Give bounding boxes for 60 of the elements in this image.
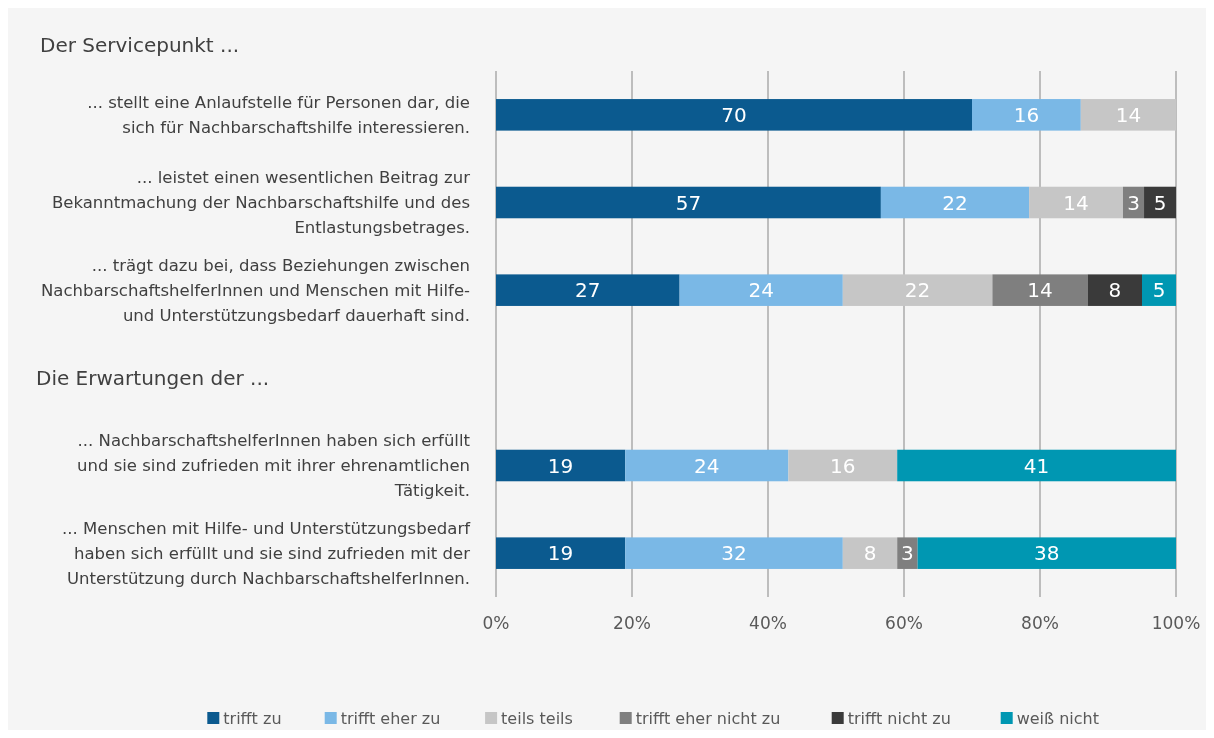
x-tick-label: 0% [482, 612, 510, 633]
y-tick-label: ... NachbarschaftshelferInnen haben sich erfüllt und sie sind zufrieden mit ihrer ehrenamtlichen Tätigkeit. [77, 431, 471, 501]
data-label: 19 [547, 541, 574, 566]
bar [625, 449, 789, 482]
legend-label: trifft nicht zu [847, 708, 951, 728]
data-label: 14 [1115, 102, 1142, 127]
x-tick-label: 80% [1021, 612, 1059, 633]
bar [917, 537, 1176, 569]
legend-label: trifft eher nicht zu [635, 708, 781, 728]
bar [496, 449, 626, 482]
bar [972, 99, 1081, 131]
y-tick-label: ... stellt eine Anlaufstelle für Personen dar, die sich für Nachbarschaftshilfe interessieren. [87, 93, 470, 138]
data-label: 5 [1152, 278, 1166, 303]
data-label: 5 [1153, 190, 1167, 215]
data-label: 57 [675, 190, 702, 215]
y-tick-label: ... trägt dazu bei, dass Beziehungen zwischen NachbarschaftshelferInnen und Menschen mit Hilfe- und Unterstützungsbedarf dauerhaft sind. [40, 255, 471, 325]
bar [842, 537, 898, 569]
x-tick-label: 40% [749, 612, 787, 633]
bar [897, 449, 1176, 482]
text: Der Servicepunkt ... [40, 33, 240, 57]
data-label: 32 [721, 541, 747, 566]
y-tick-label: ... leistet einen wesentlichen Beitrag zur Bekanntmachung der Nachbarschaftshilfe und des Entlastungsbetrages. [51, 168, 471, 238]
bar [880, 186, 1030, 219]
data-label: 22 [942, 190, 968, 215]
data-label: 14 [1063, 190, 1089, 215]
text: Die Erwartungen der ... [36, 365, 270, 390]
data-label: 38 [1034, 541, 1060, 566]
bar [1144, 186, 1176, 219]
data-label: 24 [748, 278, 774, 303]
x-tick-label: 100% [1151, 612, 1201, 633]
bar [1087, 274, 1142, 306]
bar [496, 537, 626, 569]
data-label: 41 [1023, 453, 1050, 478]
legend-label: trifft eher zu [340, 708, 441, 728]
bar [496, 274, 680, 306]
y-tick-label: ... Menschen mit Hilfe- und Unterstützungsbedarf haben sich erfüllt und sie sind zufrieden mit der Unterstützung durch NachbarschaftshelferInnen. [62, 518, 472, 588]
data-label: 22 [904, 278, 931, 303]
bar [1142, 274, 1176, 306]
data-label: 16 [830, 453, 856, 478]
bar [496, 99, 972, 131]
data-label: 14 [1027, 278, 1053, 303]
bar [625, 537, 843, 569]
x-tick-label: 60% [885, 612, 923, 633]
bar [496, 186, 881, 219]
data-label: 8 [1108, 278, 1122, 303]
bar [679, 274, 843, 306]
legend-label: teils teils [501, 708, 573, 728]
data-label: 70 [721, 102, 747, 127]
data-label: 27 [575, 278, 601, 303]
legend-label: weiß nicht [1016, 708, 1100, 728]
bar [788, 449, 898, 482]
data-label: 16 [1013, 102, 1040, 127]
bar [992, 274, 1088, 306]
x-tick-label: 20% [613, 612, 651, 633]
data-label: 3 [901, 541, 914, 566]
data-label: 8 [863, 541, 877, 566]
legend-label: trifft zu [223, 708, 282, 728]
data-label: 3 [1127, 190, 1140, 215]
data-label: 24 [694, 453, 720, 478]
data-label: 19 [547, 453, 574, 478]
